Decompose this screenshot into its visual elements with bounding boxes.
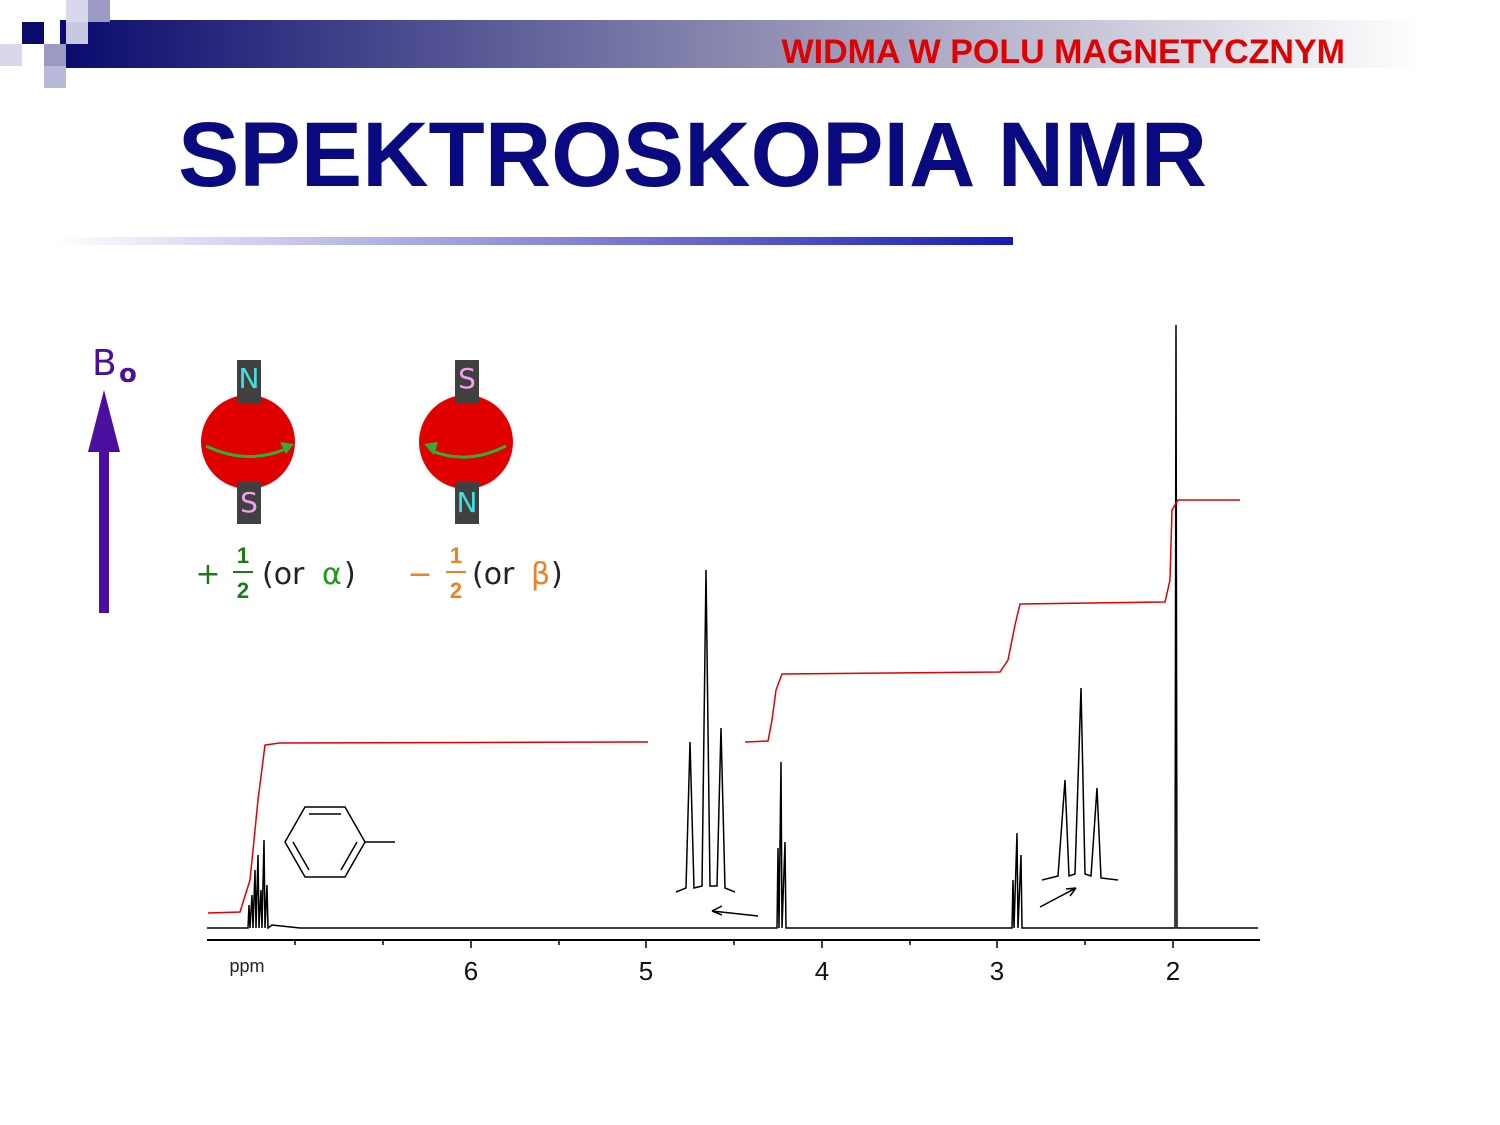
pole-label: S <box>240 486 258 519</box>
slide-title: SPEKTROSKOPIA NMR <box>178 104 1207 206</box>
section-label: WIDMA W POLU MAGNETYCZNYM <box>782 33 1345 71</box>
field-label: B <box>92 343 117 384</box>
x-tick-label: 3 <box>990 956 1004 986</box>
pole-label: S <box>458 362 476 395</box>
pole-label: N <box>457 486 478 519</box>
spin-sign: + <box>195 557 220 592</box>
spin-sign: − <box>407 557 432 592</box>
x-tick-label: 2 <box>1166 956 1180 986</box>
spin-text: ) <box>551 557 563 592</box>
spin-down-nucleus <box>419 360 513 524</box>
spin-up-nucleus <box>201 360 295 524</box>
spin-greek: α <box>322 557 342 592</box>
fraction-numerator: 1 <box>450 543 462 568</box>
pole-label: N <box>239 362 260 395</box>
axis-unit: ppm <box>229 956 264 976</box>
nmr-spectrum <box>207 324 1260 948</box>
x-tick-label: 5 <box>639 956 653 986</box>
spin-greek: β <box>531 557 550 592</box>
fraction-denominator: 2 <box>237 578 249 603</box>
fraction-denominator: 2 <box>450 578 462 603</box>
x-tick-label: 6 <box>464 956 478 986</box>
spin-text: (or <box>472 557 515 592</box>
title-underline <box>55 237 1013 245</box>
x-tick-label: 4 <box>815 956 829 986</box>
header-decoration <box>0 0 1420 88</box>
field-subscript: o <box>119 359 137 389</box>
fraction-numerator: 1 <box>237 543 249 568</box>
spin-text: ) <box>344 557 356 592</box>
spin-text: (or <box>262 557 305 592</box>
field-arrow <box>88 390 120 613</box>
